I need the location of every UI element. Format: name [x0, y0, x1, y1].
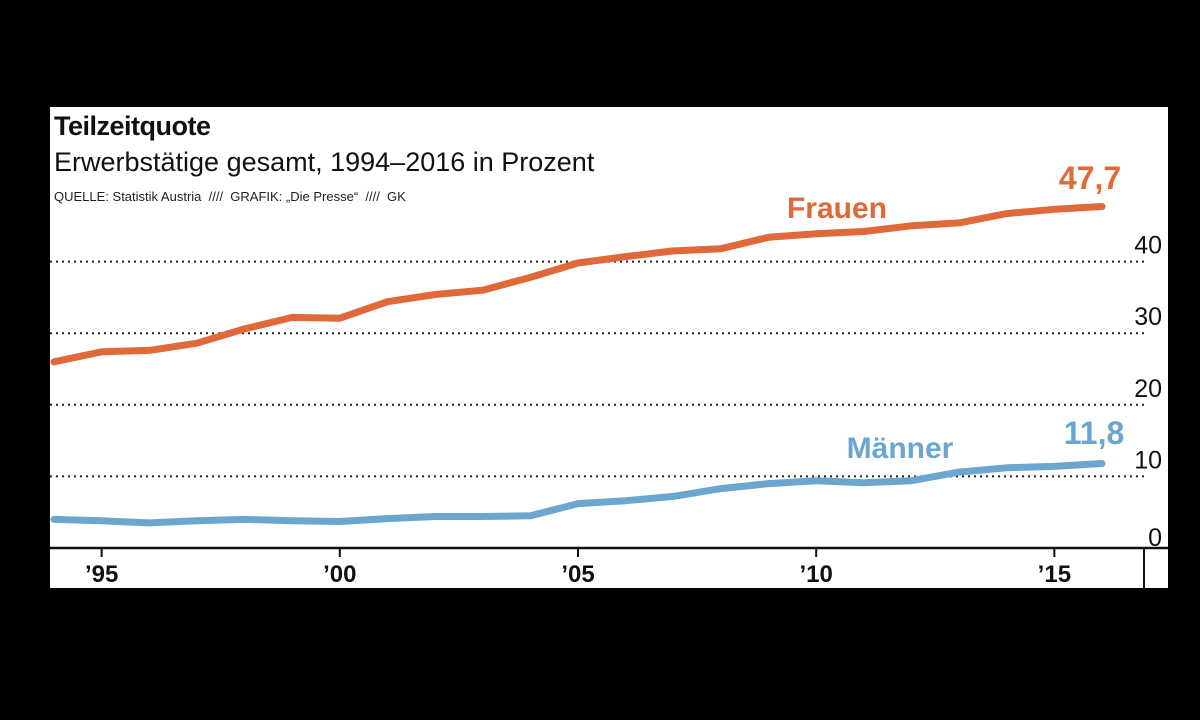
- x-tick-label-2010: ’10: [799, 561, 832, 588]
- x-tick-label-2005: ’05: [561, 561, 594, 588]
- x-tick-label-2015: ’15: [1038, 561, 1071, 588]
- y-tick-label-10: 10: [1134, 446, 1162, 474]
- end-value-label-frauen: 47,7: [1059, 160, 1121, 196]
- chart-subtitle: Erwerbstätige gesamt, 1994–2016 in Proze…: [54, 147, 595, 177]
- x-tick-label-2000: ’00: [323, 561, 356, 588]
- series-label-maenner: Männer: [847, 432, 954, 465]
- chart-panel: Teilzeitquote Erwerbstätige gesamt, 1994…: [50, 107, 1168, 588]
- x-tick-label-1995: ’95: [85, 561, 118, 588]
- series-line-maenner: [50, 460, 1106, 527]
- y-tick-label-20: 20: [1134, 375, 1162, 403]
- chart-source: QUELLE: Statistik Austria //// GRAFIK: „…: [54, 189, 406, 204]
- end-value-label-maenner: 11,8: [1064, 415, 1125, 451]
- series-line-frauen: [50, 203, 1106, 366]
- line-chart: 0 10 20 30 40 ’95 ’00 ’05 ’10 ’15 Frauen 47,7 Männer…: [50, 160, 1168, 588]
- series-label-frauen: Frauen: [787, 192, 887, 225]
- chart-title: Teilzeitquote: [54, 111, 211, 141]
- y-tick-label-40: 40: [1134, 232, 1162, 260]
- y-tick-label-30: 30: [1134, 303, 1162, 331]
- y-tick-label-0: 0: [1148, 524, 1162, 552]
